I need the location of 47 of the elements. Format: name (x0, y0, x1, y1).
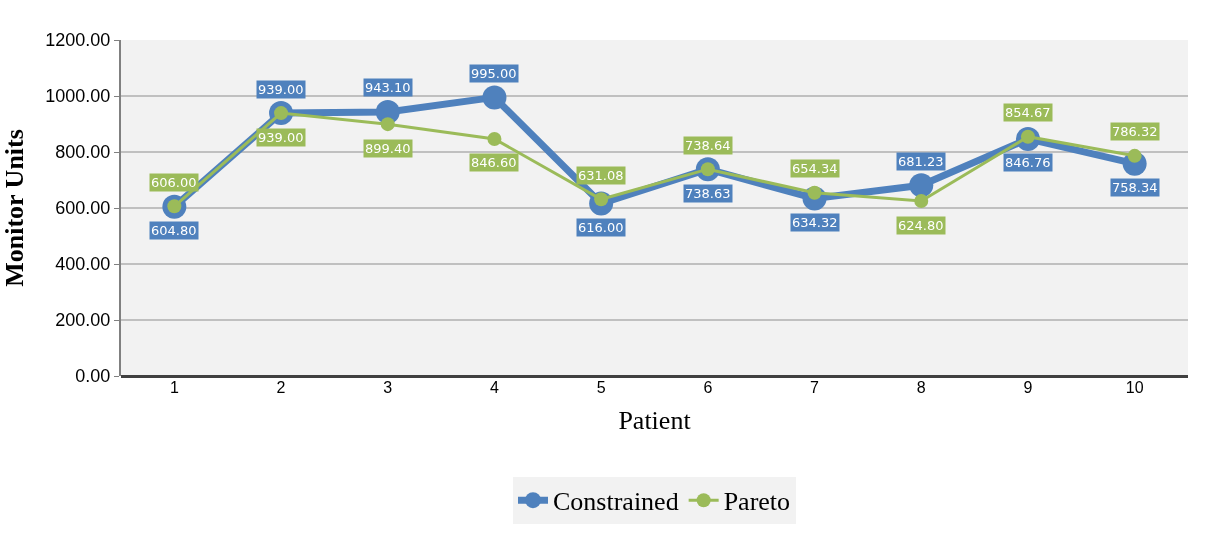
x-tick-label: 2 (276, 379, 286, 396)
x-tick-label: 7 (810, 379, 820, 396)
x-tick-label: 1 (169, 379, 179, 396)
data-label: 995.00 (471, 66, 517, 81)
y-tick-label: 400.00 (55, 254, 111, 275)
y-tick-label: 1000.00 (45, 86, 111, 107)
y-tick-label: 600.00 (55, 198, 111, 219)
x-tick-label: 8 (916, 379, 926, 396)
data-label: 738.63 (685, 186, 731, 201)
x-tick-label: 6 (703, 379, 713, 396)
data-label: 654.34 (792, 161, 838, 176)
data-label: 738.64 (685, 138, 731, 153)
x-axis-title: Patient (618, 405, 692, 435)
y-tick-label: 1200.00 (45, 30, 111, 51)
data-label: 846.60 (471, 155, 517, 170)
data-label: 616.00 (578, 220, 624, 235)
point (487, 131, 502, 146)
data-label: 604.80 (151, 223, 197, 238)
data-label: 854.67 (1005, 105, 1051, 120)
data-label: 634.32 (792, 215, 838, 230)
point (380, 117, 395, 132)
x-tick-label: 10 (1125, 379, 1144, 396)
y-tick-label: 200.00 (55, 310, 111, 331)
y-tick-label: 800.00 (55, 142, 111, 163)
legend-label: Pareto (723, 487, 791, 517)
legend-label: Constrained (553, 487, 679, 517)
data-label: 899.40 (365, 141, 411, 156)
data-label: 846.76 (1005, 155, 1051, 170)
x-tick-label: 3 (383, 379, 393, 396)
point (909, 173, 934, 198)
data-label: 624.80 (898, 218, 944, 233)
data-label: 758.34 (1112, 180, 1158, 195)
data-label: 939.00 (258, 130, 304, 145)
x-tick-label: 5 (596, 379, 606, 396)
data-label: 943.10 (365, 80, 411, 95)
point (914, 194, 929, 209)
y-axis-title: Monitor Units (0, 129, 29, 287)
x-tick-label: 4 (490, 379, 499, 396)
data-label: 606.00 (151, 175, 197, 190)
data-label: 631.08 (578, 168, 624, 183)
data-label: 681.23 (898, 154, 944, 169)
point (1127, 148, 1142, 163)
y-tick-label: 0.00 (75, 366, 111, 387)
data-label: 786.32 (1112, 124, 1158, 139)
x-tick-label: 9 (1023, 379, 1033, 396)
data-label: 939.00 (258, 82, 304, 97)
point (482, 85, 507, 110)
